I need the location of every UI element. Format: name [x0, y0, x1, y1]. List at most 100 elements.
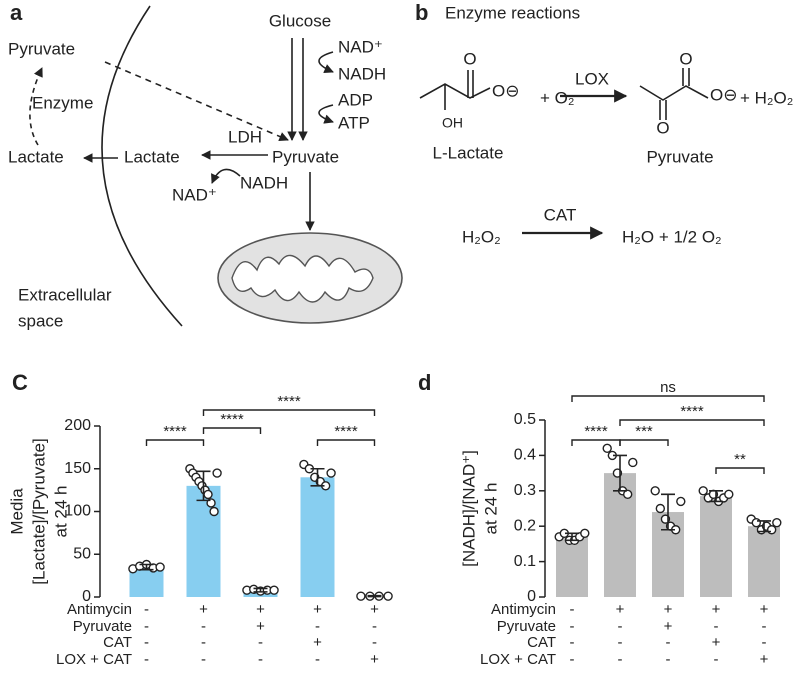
condition-sign: -	[315, 618, 320, 635]
data-point	[203, 489, 213, 500]
lactate: Lactate	[8, 147, 64, 166]
panel-a: a Glucose NAD⁺ NADH ADP ATP Pyruvate Enz…	[8, 0, 403, 330]
atom: O⊖	[710, 85, 737, 104]
panel-label: a	[10, 0, 23, 25]
condition-sign: +	[370, 651, 379, 668]
error-bar	[310, 467, 325, 487]
y-tick-label: 0.4	[514, 447, 536, 464]
condition-label: Pyruvate	[73, 618, 132, 635]
y-tick-label: 0.5	[514, 411, 536, 428]
condition-sign: -	[258, 634, 263, 651]
panel-label: d	[418, 370, 431, 395]
significance-bracket	[145, 439, 205, 446]
condition-sign: -	[666, 634, 671, 651]
enzyme: Enzyme	[32, 93, 93, 112]
y-axis-label: [Lactate]/[Pyruvate]	[29, 438, 48, 584]
condition-sign: -	[372, 634, 377, 651]
bar	[748, 526, 780, 597]
space: space	[18, 311, 63, 330]
condition-sign: -	[762, 618, 767, 635]
data-point	[655, 503, 666, 514]
data-point	[751, 517, 762, 528]
condition-sign: +	[199, 601, 208, 618]
error-bar	[613, 454, 627, 492]
data-point	[209, 506, 219, 517]
condition-sign: -	[144, 634, 149, 651]
extracellular: Extracellular	[18, 285, 112, 304]
panel-title: Enzyme reactions	[445, 3, 580, 22]
condition-sign: +	[760, 651, 769, 668]
adp: ADP	[338, 90, 373, 109]
condition-sign: -	[201, 618, 206, 635]
data-point	[580, 528, 590, 538]
condition-sign: -	[201, 651, 206, 668]
condition-sign: -	[570, 651, 575, 668]
data-point	[269, 585, 279, 595]
data-point	[356, 591, 366, 601]
atp: ATP	[338, 113, 370, 132]
error-bar	[661, 493, 675, 531]
panel-b: b Enzyme reactions O O⊖ OH + O₂ LOX O O⊖…	[415, 0, 793, 246]
data-point	[724, 489, 734, 500]
bar	[700, 496, 732, 597]
nadh: NADH	[338, 64, 386, 83]
y-tick-label: 100	[64, 503, 91, 520]
data-point	[602, 443, 612, 454]
y-axis-label: at 24 h	[51, 486, 70, 538]
enzyme: CAT	[544, 205, 577, 224]
atom: O⊖	[492, 81, 519, 100]
condition-sign: +	[664, 618, 673, 635]
nadh: NADH	[240, 173, 288, 192]
data-point	[676, 496, 686, 507]
atom: O	[656, 118, 669, 137]
condition-sign: +	[313, 634, 322, 651]
product: H₂O + 1/2 O₂	[622, 227, 722, 246]
data-point	[772, 517, 782, 528]
nad-plus: NAD⁺	[172, 185, 217, 204]
data-point	[650, 486, 660, 496]
bar-chart: C Media [Lactate]/[Pyruvate] at 24 h 0 50 100 1…	[7, 370, 393, 668]
condition-sign: +	[370, 601, 379, 618]
significance-bracket	[202, 427, 262, 434]
y-tick-label: 50	[73, 545, 91, 562]
condition-sign: -	[570, 634, 575, 651]
cell-membrane	[101, 5, 183, 327]
atom: O	[463, 49, 476, 68]
condition-sign: -	[201, 634, 206, 651]
error-bar	[367, 594, 382, 598]
data-point	[766, 525, 777, 535]
data-point	[628, 457, 638, 468]
condition-sign: -	[714, 651, 719, 668]
y-tick-label: 200	[64, 417, 91, 434]
condition-sign: -	[315, 651, 320, 668]
error-bar	[565, 532, 579, 542]
condition-label: CAT	[103, 634, 132, 651]
pyruvate: Pyruvate	[272, 147, 339, 166]
enzyme: LOX	[575, 69, 609, 88]
significance-bracket	[715, 467, 765, 474]
significance-label: ***	[635, 423, 653, 440]
arrow	[318, 51, 334, 74]
arrow	[211, 168, 241, 184]
glucose: Glucose	[269, 11, 331, 30]
condition-label: Antimycin	[67, 601, 132, 618]
condition-sign: +	[760, 601, 769, 618]
condition-sign: -	[144, 601, 149, 618]
error-bar	[757, 520, 771, 533]
condition-sign: -	[144, 618, 149, 635]
significance-label: ns	[660, 379, 676, 396]
cristae	[231, 254, 374, 303]
condition-sign: -	[144, 651, 149, 668]
error-bar	[709, 490, 723, 503]
compound-name: L-Lactate	[433, 143, 504, 162]
condition-sign: -	[618, 651, 623, 668]
data-point	[622, 489, 633, 500]
y-axis-label: at 24 h	[481, 483, 500, 535]
pyruvate: Pyruvate	[8, 39, 75, 58]
atom: OH	[442, 115, 463, 131]
y-axis-label: Media	[7, 488, 26, 535]
condition-sign: -	[372, 618, 377, 635]
data-point	[212, 468, 222, 478]
bar	[556, 536, 588, 597]
significance-label: ****	[334, 423, 358, 440]
